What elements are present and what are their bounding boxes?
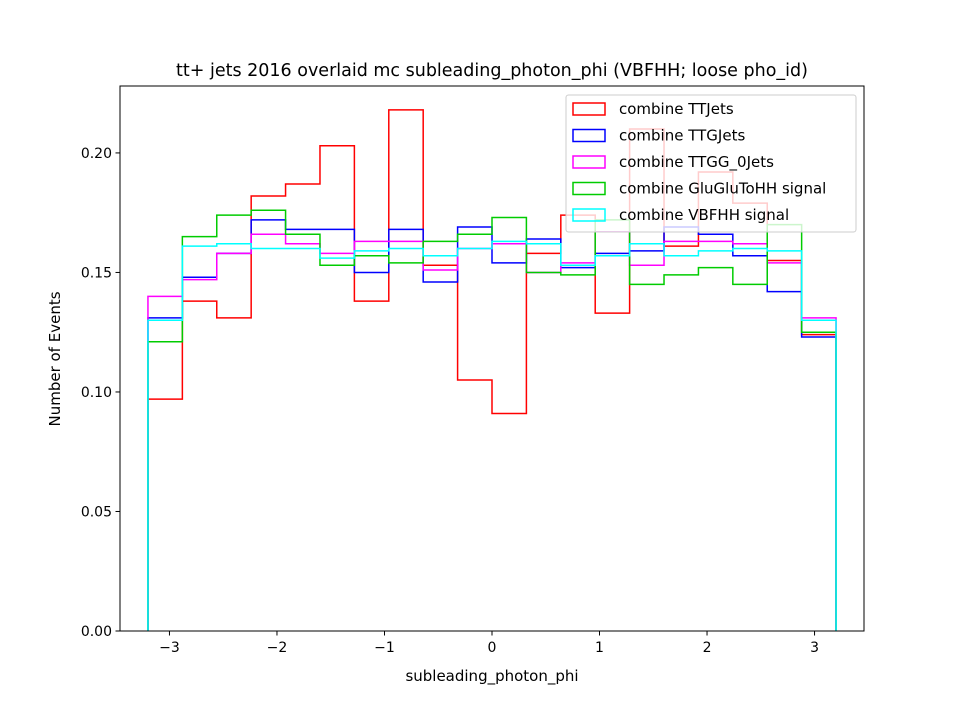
y-tick-label: 0.15	[81, 265, 112, 281]
y-tick-label: 0.00	[81, 624, 112, 640]
legend-swatch-2	[572, 155, 606, 169]
chart-title: tt+ jets 2016 overlaid mc subleading_pho…	[176, 61, 808, 81]
x-tick-label: −1	[374, 640, 395, 656]
legend-swatch-4	[572, 208, 606, 222]
series-line-3	[147, 209, 837, 631]
legend-label-0: combine TTJets	[619, 100, 734, 118]
legend-swatch-1	[572, 128, 606, 143]
y-axis-label: Number of Events	[46, 291, 64, 426]
y-tick-label: 0.10	[81, 385, 112, 401]
legend-box	[565, 94, 857, 233]
ticks-layer: −3 −2 −1 0 1 2 3 0.00 0.05 0.10 0.15 0.20	[81, 146, 819, 656]
legend: combine TTJets combine TTGJets combine TTG…	[565, 94, 857, 233]
x-tick-label: 2	[703, 640, 712, 656]
x-tick-label: 3	[810, 640, 819, 656]
x-tick-label: −2	[267, 640, 288, 656]
x-axis-label: subleading_photon_phi	[405, 667, 578, 686]
x-tick-label: 0	[488, 640, 497, 656]
legend-swatch-3	[572, 181, 606, 196]
x-tick-label: −3	[159, 640, 180, 656]
legend-label-2: combine TTGG_0Jets	[619, 153, 774, 172]
legend-swatch-0	[572, 102, 606, 116]
y-tick-label: 0.20	[81, 146, 112, 162]
series-line-4	[147, 240, 837, 631]
legend-label-1: combine TTGJets	[619, 127, 745, 145]
legend-label-3: combine GluGluToHH signal	[619, 180, 826, 198]
y-tick-label: 0.05	[81, 504, 112, 520]
legend-label-4: combine VBFHH signal	[619, 206, 789, 224]
x-tick-label: 1	[595, 640, 604, 656]
